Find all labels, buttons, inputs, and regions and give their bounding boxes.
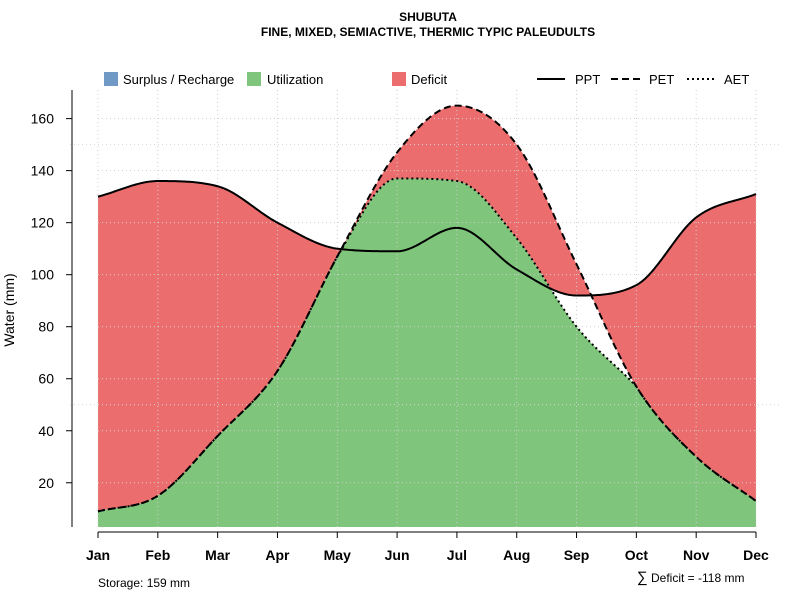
- y-tick-label-120: 120: [31, 215, 55, 231]
- deficit-note: Deficit = -118 mm: [651, 571, 744, 585]
- x-tick-label-jan: Jan: [86, 547, 110, 563]
- chart-subtitle: FINE, MIXED, SEMIACTIVE, THERMIC TYPIC P…: [261, 25, 595, 39]
- legend-swatch-surplus: [104, 72, 118, 86]
- x-tick-label-mar: Mar: [205, 547, 230, 563]
- x-tick-label-sep: Sep: [564, 547, 590, 563]
- y-tick-label-160: 160: [31, 111, 55, 127]
- x-tick-label-nov: Nov: [683, 547, 710, 563]
- gridlines: [70, 90, 782, 527]
- x-tick-label-may: May: [324, 547, 351, 563]
- pet-line: [97, 104, 757, 513]
- legend-label-aet: AET: [724, 72, 749, 87]
- series-lines: [97, 104, 757, 513]
- axes: 20 40 60 80 100 120 140 160 Jan Feb Mar Apr May Jun Ju…: [31, 90, 769, 563]
- chart-title: SHUBUTA: [399, 10, 457, 24]
- legend-swatch-utilization: [247, 72, 261, 86]
- y-tick-label-80: 80: [38, 319, 54, 335]
- deficit-area: [98, 105, 756, 512]
- storage-note: Storage: 159 mm: [98, 576, 190, 590]
- x-tick-label-feb: Feb: [145, 547, 170, 563]
- utilization-area: [98, 178, 756, 527]
- x-tick-label-oct: Oct: [625, 547, 649, 563]
- areas: [98, 105, 756, 527]
- y-tick-label-40: 40: [38, 423, 54, 439]
- y-tick-label-140: 140: [31, 163, 55, 179]
- y-axis-label: Water (mm): [1, 273, 17, 346]
- legend-swatch-deficit: [392, 72, 406, 86]
- ppt-line: [97, 180, 757, 297]
- legend-label-pet: PET: [649, 72, 674, 87]
- legend-label-ppt: PPT: [575, 72, 600, 87]
- x-tick-label-jul: Jul: [447, 547, 467, 563]
- x-tick-label-dec: Dec: [743, 547, 769, 563]
- x-tick-label-apr: Apr: [265, 547, 290, 563]
- aet-line: [97, 177, 757, 513]
- y-tick-label-60: 60: [38, 371, 54, 387]
- y-tick-label-100: 100: [31, 267, 55, 283]
- y-tick-label-20: 20: [38, 475, 54, 491]
- legend-label-utilization: Utilization: [267, 72, 323, 87]
- sum-symbol: ∑: [637, 569, 648, 586]
- legend-label-surplus: Surplus / Recharge: [123, 72, 234, 87]
- x-tick-label-aug: Aug: [503, 547, 530, 563]
- legend: Surplus / Recharge Utilization Deficit P…: [104, 72, 749, 87]
- x-tick-label-jun: Jun: [385, 547, 410, 563]
- legend-label-deficit: Deficit: [411, 72, 448, 87]
